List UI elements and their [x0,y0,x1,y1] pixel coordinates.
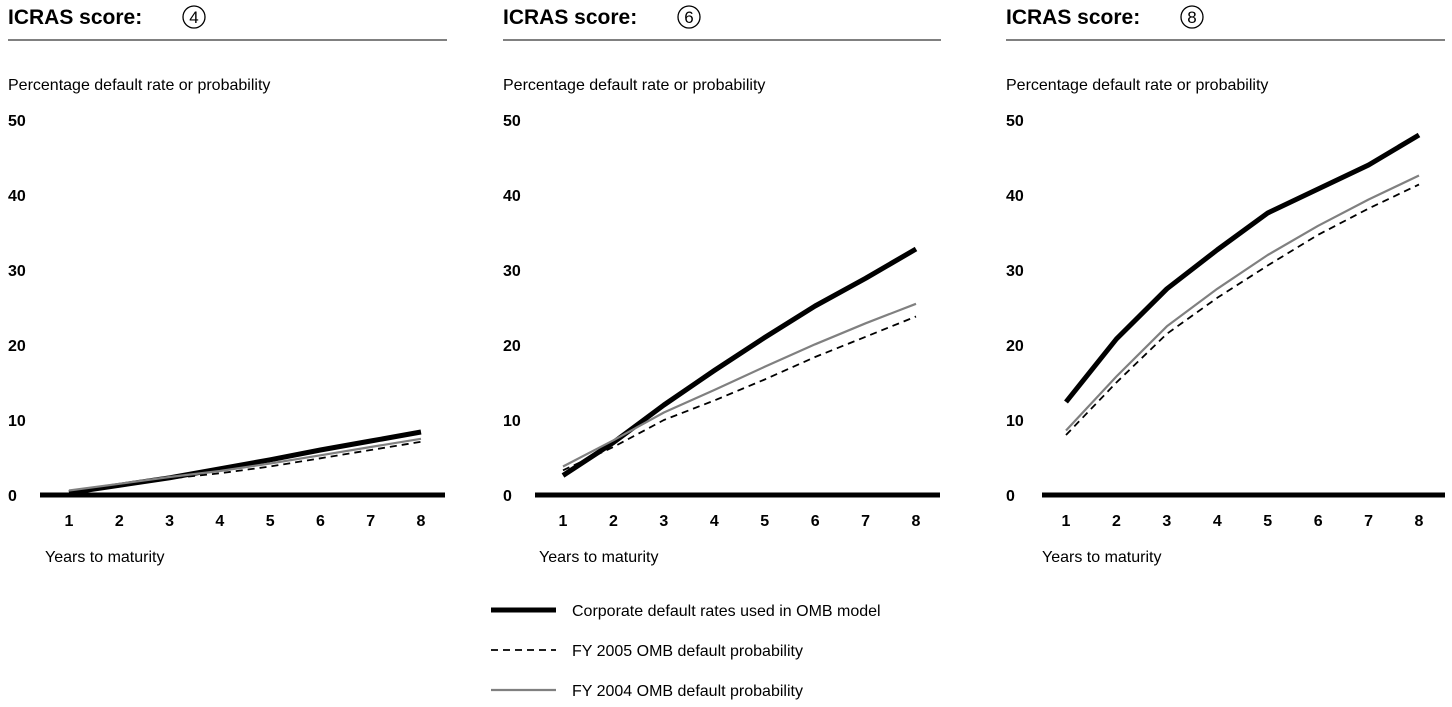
x-tick-label: 1 [65,513,74,530]
score-value: 6 [684,8,693,27]
y-tick-label: 0 [8,488,17,505]
x-tick-label: 4 [215,513,224,530]
x-tick-label: 7 [861,513,870,530]
y-axis-label: Percentage default rate or probability [8,77,270,94]
chart-panel-score-6: ICRAS score: 6 Percentage default rate or … [503,5,941,566]
score-circle-icon [677,5,701,29]
corporate-default-rate-line [561,246,918,478]
score-value: 4 [189,8,198,27]
x-tick-label: 6 [316,513,325,530]
chart-title-label: ICRAS score: [8,6,142,29]
y-tick-label: 40 [8,188,26,205]
corporate-default-rate-line [1064,132,1421,404]
y-tick-label: 20 [503,338,521,355]
x-axis-label: Years to maturity [1042,549,1161,566]
x-tick-label: 4 [1213,513,1222,530]
fy2004-default-probability-line [1065,174,1420,432]
score-circle-icon [1180,5,1204,29]
chart-title-label: ICRAS score: [503,6,637,29]
corporate-default-rate-line [68,429,422,496]
x-tick-label: 5 [1263,513,1272,530]
y-tick-label: 30 [8,263,26,280]
fy2005-default-probability-line [562,315,917,472]
chart-panel-score-4: ICRAS score: 4 Percentage default rate or … [8,5,447,566]
x-tick-label: 3 [165,513,174,530]
y-tick-label: 10 [8,413,26,430]
x-tick-label: 6 [1314,513,1323,530]
x-tick-label: 3 [1162,513,1171,530]
x-tick-label: 7 [366,513,375,530]
x-tick-label: 8 [417,513,426,530]
y-tick-label: 30 [503,263,521,280]
x-tick-label: 8 [912,513,921,530]
y-tick-label: 0 [1006,488,1015,505]
y-tick-label: 50 [503,113,521,130]
y-tick-label: 40 [503,188,521,205]
fy2005-default-probability-line [1065,183,1420,436]
chart-panel-score-8: ICRAS score: 8 Percentage default rate or … [1006,5,1445,566]
x-tick-label: 1 [559,513,568,530]
x-tick-label: 5 [760,513,769,530]
x-tick-label: 8 [1415,513,1424,530]
x-tick-label: 2 [1112,513,1121,530]
x-axis-label: Years to maturity [539,549,658,566]
y-tick-label: 0 [503,488,512,505]
y-tick-label: 10 [503,413,521,430]
y-tick-label: 50 [1006,113,1024,130]
x-tick-label: 6 [811,513,820,530]
x-tick-label: 2 [609,513,618,530]
y-tick-label: 30 [1006,263,1024,280]
y-tick-label: 40 [1006,188,1024,205]
score-value: 8 [1187,8,1196,27]
legend-label: Corporate default rates used in OMB mode… [572,603,881,620]
x-axis-label: Years to maturity [45,549,164,566]
x-tick-label: 3 [659,513,668,530]
x-tick-label: 1 [1062,513,1071,530]
x-tick-label: 5 [266,513,275,530]
x-tick-label: 7 [1364,513,1373,530]
x-tick-label: 2 [115,513,124,530]
fy2004-default-probability-line [562,302,917,468]
legend-label: FY 2005 OMB default probability [572,643,803,660]
chart-title-label: ICRAS score: [1006,6,1140,29]
x-tick-label: 4 [710,513,719,530]
y-tick-label: 10 [1006,413,1024,430]
y-tick-label: 20 [1006,338,1024,355]
y-tick-label: 20 [8,338,26,355]
y-axis-label: Percentage default rate or probability [503,77,765,94]
score-circle-icon [182,5,206,29]
y-axis-label: Percentage default rate or probability [1006,77,1268,94]
legend-label: FY 2004 OMB default probability [572,683,803,700]
legend: Corporate default rates used in OMB mode… [491,603,881,700]
fy2004-default-probability-line [68,437,422,492]
y-tick-label: 50 [8,113,26,130]
